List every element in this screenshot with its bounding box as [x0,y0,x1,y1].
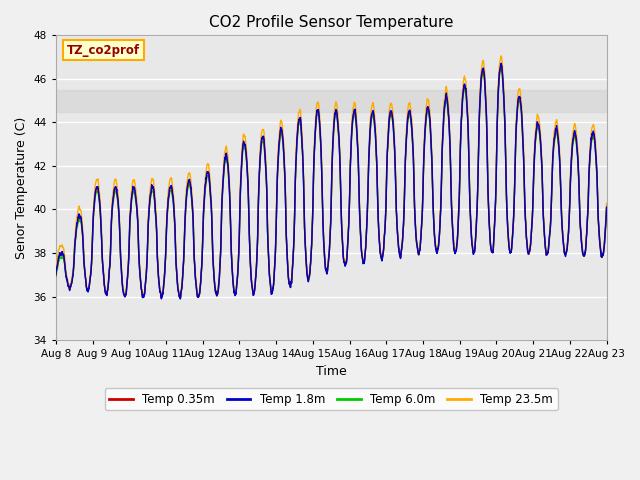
Temp 6.0m [206,183,214,189]
Temp 1.8m [492,205,499,211]
Temp 23.5m [492,201,499,207]
Temp 0.35m [52,273,60,278]
Line: Temp 1.8m: Temp 1.8m [56,63,607,299]
Line: Temp 23.5m: Temp 23.5m [56,56,607,296]
Temp 23.5m [497,53,505,59]
Temp 23.5m [206,172,214,178]
Bar [56,90,607,111]
Legend: Temp 0.35m, Temp 1.8m, Temp 6.0m, Temp 23.5m: Temp 0.35m, Temp 1.8m, Temp 6.0m, Temp 2… [104,388,558,410]
Temp 23.5m [348,133,355,139]
Temp 6.0m [360,260,367,266]
Temp 1.8m [360,261,367,267]
Temp 1.8m [348,140,355,145]
Temp 23.5m [360,258,367,264]
Temp 0.35m [177,296,184,301]
Text: TZ_co2prof: TZ_co2prof [67,44,140,57]
Temp 1.8m [206,179,214,185]
Temp 6.0m [177,296,184,301]
Temp 1.8m [570,133,577,139]
Temp 1.8m [497,60,505,66]
Temp 6.0m [497,65,505,71]
Temp 0.35m [603,205,611,211]
Temp 1.8m [52,271,60,277]
Temp 23.5m [603,201,611,206]
Line: Temp 0.35m: Temp 0.35m [56,65,607,299]
Y-axis label: Senor Temperature (C): Senor Temperature (C) [15,117,28,259]
Temp 1.8m [554,136,562,142]
Temp 0.35m [348,140,355,146]
Temp 23.5m [554,130,562,136]
Temp 0.35m [570,134,577,140]
Temp 1.8m [603,204,611,210]
Temp 6.0m [492,205,499,211]
Temp 23.5m [570,125,577,131]
Temp 0.35m [492,205,499,211]
Temp 23.5m [52,267,60,273]
Temp 6.0m [348,143,355,149]
Temp 6.0m [52,274,60,280]
Temp 0.35m [206,180,214,186]
Temp 6.0m [603,207,611,213]
Temp 0.35m [360,260,367,266]
Temp 0.35m [554,138,562,144]
X-axis label: Time: Time [316,365,347,378]
Line: Temp 6.0m: Temp 6.0m [56,68,607,299]
Temp 0.35m [497,62,505,68]
Temp 1.8m [177,296,184,302]
Title: CO2 Profile Sensor Temperature: CO2 Profile Sensor Temperature [209,15,454,30]
Temp 23.5m [177,293,184,299]
Temp 6.0m [554,141,562,147]
Temp 6.0m [570,137,577,143]
